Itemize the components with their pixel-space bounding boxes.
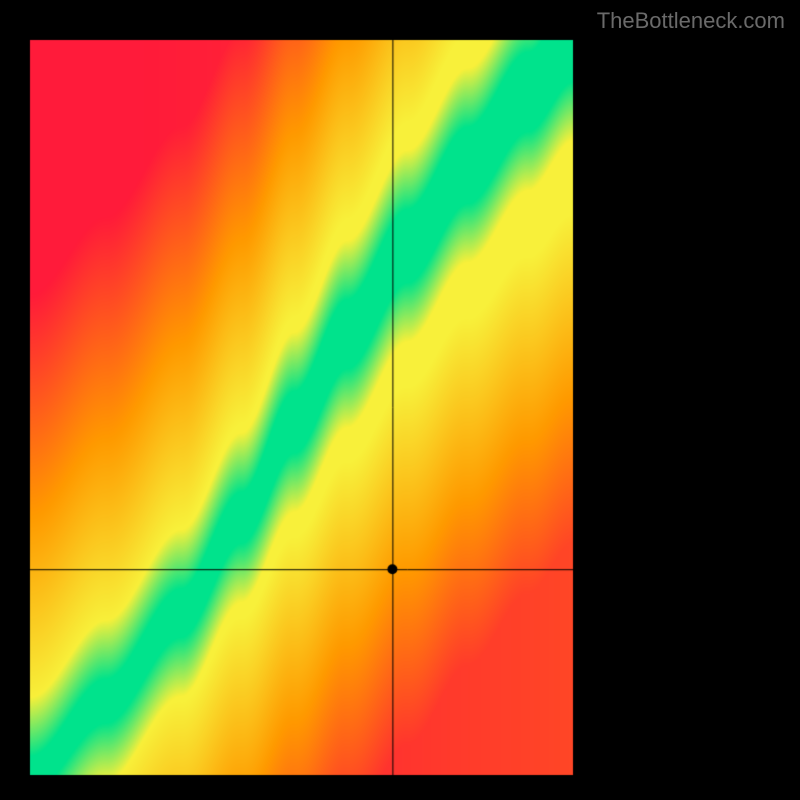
bottleneck-heatmap	[0, 0, 800, 800]
watermark-text: TheBottleneck.com	[597, 8, 785, 34]
